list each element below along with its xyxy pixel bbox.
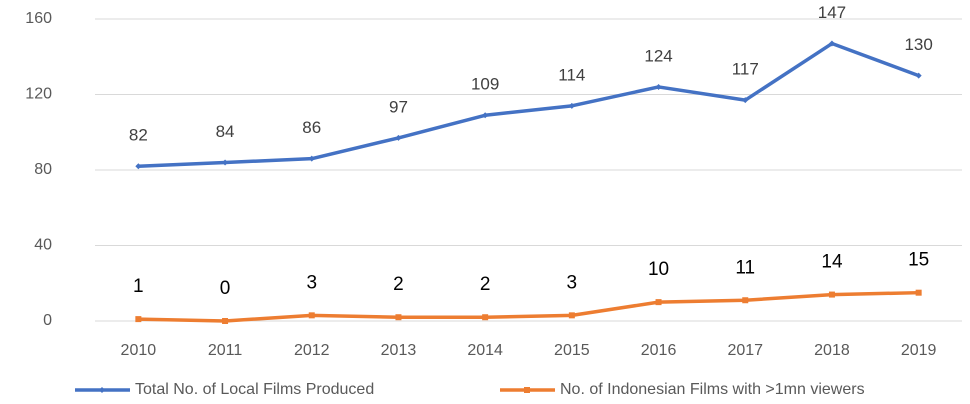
marker bbox=[482, 314, 489, 321]
marker bbox=[222, 159, 229, 166]
data-label: 109 bbox=[471, 75, 499, 94]
y-tick-label: 120 bbox=[25, 86, 52, 103]
data-label: 124 bbox=[644, 46, 672, 65]
data-label: 10 bbox=[648, 259, 669, 280]
data-label: 130 bbox=[904, 35, 932, 54]
marker bbox=[308, 155, 315, 162]
marker bbox=[742, 297, 749, 304]
y-tick-label: 40 bbox=[34, 237, 52, 254]
marker bbox=[568, 102, 575, 109]
marker bbox=[568, 312, 575, 319]
x-tick-label: 2011 bbox=[208, 342, 243, 359]
data-label: 117 bbox=[732, 60, 759, 79]
data-label: 97 bbox=[389, 97, 408, 116]
marker bbox=[742, 97, 749, 104]
marker bbox=[135, 163, 142, 170]
x-tick-label: 2017 bbox=[727, 342, 763, 359]
data-label: 2 bbox=[480, 274, 491, 295]
y-tick-label: 160 bbox=[25, 10, 52, 27]
data-label: 2 bbox=[393, 274, 404, 295]
y-tick-label: 80 bbox=[34, 161, 52, 178]
data-label: 147 bbox=[818, 3, 846, 22]
y-tick-label: 0 bbox=[43, 312, 52, 329]
marker bbox=[222, 318, 229, 324]
data-label: 11 bbox=[735, 257, 755, 278]
marker bbox=[135, 316, 142, 323]
series-line bbox=[138, 41, 920, 168]
legend-text: No. of Indonesian Films with >1mn viewer… bbox=[560, 381, 865, 398]
x-tick-label: 2019 bbox=[901, 342, 937, 359]
data-label: 1 bbox=[133, 276, 144, 297]
legend-marker bbox=[524, 387, 530, 393]
legend-marker bbox=[99, 387, 105, 393]
marker bbox=[828, 291, 835, 298]
data-label: 3 bbox=[306, 272, 317, 293]
data-label: 15 bbox=[908, 250, 929, 271]
data-label: 86 bbox=[302, 118, 321, 137]
data-label: 114 bbox=[558, 65, 585, 84]
x-tick-label: 2015 bbox=[554, 342, 590, 359]
x-tick-label: 2018 bbox=[814, 342, 850, 359]
x-tick-label: 2012 bbox=[294, 342, 330, 359]
marker bbox=[395, 134, 402, 141]
x-tick-label: 2014 bbox=[467, 342, 503, 359]
marker bbox=[655, 83, 662, 90]
data-label: 0 bbox=[220, 278, 231, 299]
marker bbox=[655, 299, 662, 306]
series-line bbox=[138, 290, 919, 323]
marker bbox=[308, 312, 315, 319]
marker bbox=[395, 314, 402, 321]
data-label: 14 bbox=[821, 252, 843, 273]
marker bbox=[482, 112, 489, 119]
marker bbox=[828, 40, 835, 47]
marker bbox=[915, 72, 922, 79]
data-label: 3 bbox=[567, 272, 578, 293]
data-label: 82 bbox=[129, 126, 148, 145]
legend-text: Total No. of Local Films Produced bbox=[135, 381, 374, 398]
x-tick-label: 2013 bbox=[381, 342, 417, 359]
x-tick-label: 2010 bbox=[121, 342, 157, 359]
x-tick-label: 2016 bbox=[641, 342, 677, 359]
marker bbox=[915, 289, 922, 296]
data-label: 84 bbox=[216, 122, 235, 141]
